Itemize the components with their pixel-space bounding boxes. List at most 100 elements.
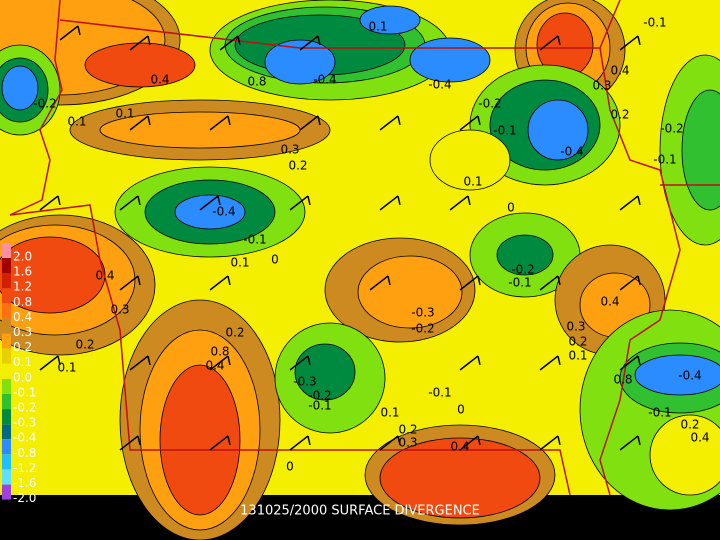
- border: [9, 204, 571, 496]
- contour-area: [294, 343, 356, 401]
- contour-label: 0.1: [568, 349, 587, 363]
- legend-swatch: [2, 409, 11, 425]
- legend-label: 1.6: [13, 265, 32, 279]
- legend-swatch: [2, 273, 11, 289]
- contour-label: 0: [286, 460, 294, 474]
- wind-barb: [59, 25, 81, 41]
- contour-label: -0.4: [678, 369, 701, 383]
- contour-labels: -0.4 -0.4-0.40.1 -0.10.40.30.20.10.40.30.2…: [33, 16, 709, 474]
- legend: 2.01.61.20.80.40.30.20.10.0-0.1-0.2-0.3-…: [2, 243, 36, 505]
- legend-swatch: [2, 243, 11, 258]
- contour-label: -0.2: [478, 97, 501, 111]
- contour-label: 0.1: [368, 20, 387, 34]
- contour-area: [634, 354, 720, 396]
- legend-swatch: [2, 288, 11, 304]
- legend-swatch: [2, 424, 11, 440]
- legend-label: 0.8: [13, 295, 32, 309]
- legend-label: 0.0: [13, 370, 32, 384]
- contour-label: 0.4: [95, 269, 114, 283]
- legend-label: 0.4: [13, 310, 32, 324]
- contour-label: -0.4: [560, 145, 583, 159]
- legend-swatch: [2, 484, 11, 500]
- wind-barb: [619, 355, 641, 371]
- legend-label: -2.0: [13, 491, 36, 505]
- contour-label: 0.1: [57, 361, 76, 375]
- wind-barb: [299, 115, 321, 131]
- contour-area: [681, 89, 720, 211]
- contour-area: [359, 5, 421, 35]
- map-title: 131025/2000 SURFACE DIVERGENCE: [240, 504, 480, 519]
- contour-label: 0.3: [398, 436, 417, 450]
- contour-label: 0.2: [75, 338, 94, 352]
- contour-area: [527, 99, 589, 161]
- wind-barb: [129, 355, 151, 371]
- wind-barb: [289, 435, 311, 451]
- contour-label: -0.2: [411, 322, 434, 336]
- wind-barb: [379, 115, 401, 131]
- legend-label: 0.1: [13, 355, 32, 369]
- legend-swatch: [2, 363, 11, 379]
- wind-barb: [619, 35, 641, 51]
- wind-barb: [369, 275, 391, 291]
- contour-label: 0.4: [450, 440, 469, 454]
- legend-swatch: [2, 333, 11, 349]
- contour-label: 0.2: [288, 159, 307, 173]
- contour-label: -0.1: [308, 399, 331, 413]
- contour-area: [264, 39, 336, 85]
- contour-label: 0.3: [566, 320, 585, 334]
- wind-barb: [129, 115, 151, 131]
- contour-area: [1, 65, 39, 111]
- contour-label: -0.1: [508, 276, 531, 290]
- contour-area: [357, 255, 463, 329]
- contour-label: -0.1: [648, 406, 671, 420]
- contour-label: -0.4: [212, 205, 235, 219]
- contour-label: 0.2: [398, 423, 417, 437]
- legend-swatch: [2, 378, 11, 394]
- contour-label: 0.3: [280, 143, 299, 157]
- wind-barb: [209, 435, 231, 451]
- wind-barb: [459, 115, 481, 131]
- contour-label: 0.8: [247, 75, 266, 89]
- contour-label: 0: [271, 253, 279, 267]
- border: [9, 0, 63, 216]
- contour-label: -0.1: [493, 124, 516, 138]
- wind-barb: [379, 195, 401, 211]
- legend-label: -0.2: [13, 401, 36, 415]
- contour-area: [84, 42, 196, 88]
- contour-label: -0.3: [411, 306, 434, 320]
- contour-label: 0.2: [225, 326, 244, 340]
- legend-label: 1.2: [13, 280, 32, 294]
- legend-label: 0.2: [13, 340, 32, 354]
- legend-label: -0.1: [13, 385, 36, 399]
- contour-label: 0.2: [610, 108, 629, 122]
- wind-barb: [289, 355, 311, 371]
- contour-label: 0.4: [610, 64, 629, 78]
- wind-barb: [219, 35, 241, 51]
- legend-swatch: [2, 454, 11, 470]
- contour-label: 0.4: [205, 359, 224, 373]
- contour-area: [159, 364, 241, 516]
- wind-barb: [459, 275, 481, 291]
- contour-area: [649, 414, 720, 496]
- contour-label: -0.2: [33, 97, 56, 111]
- contour-label: 0.2: [680, 418, 699, 432]
- wind-barb: [539, 275, 561, 291]
- wind-barb: [619, 275, 641, 291]
- contour-label: 0.4: [690, 431, 709, 445]
- contour-label: -0.1: [643, 16, 666, 30]
- legend-swatch: [2, 348, 11, 364]
- contour-area: [429, 129, 511, 191]
- wind-barb: [459, 435, 481, 451]
- legend-label: -0.3: [13, 416, 36, 430]
- wind-barb: [39, 355, 61, 371]
- legend-swatch: [2, 439, 11, 455]
- contour-label: 0.3: [110, 303, 129, 317]
- contour-label: 0.8: [210, 345, 229, 359]
- contour-label: 0: [507, 201, 515, 215]
- legend-label: -1.6: [13, 476, 36, 490]
- contour-label: 0: [457, 403, 465, 417]
- contour-label: -0.2: [511, 263, 534, 277]
- wind-barb: [289, 195, 311, 211]
- wind-barb: [539, 35, 561, 51]
